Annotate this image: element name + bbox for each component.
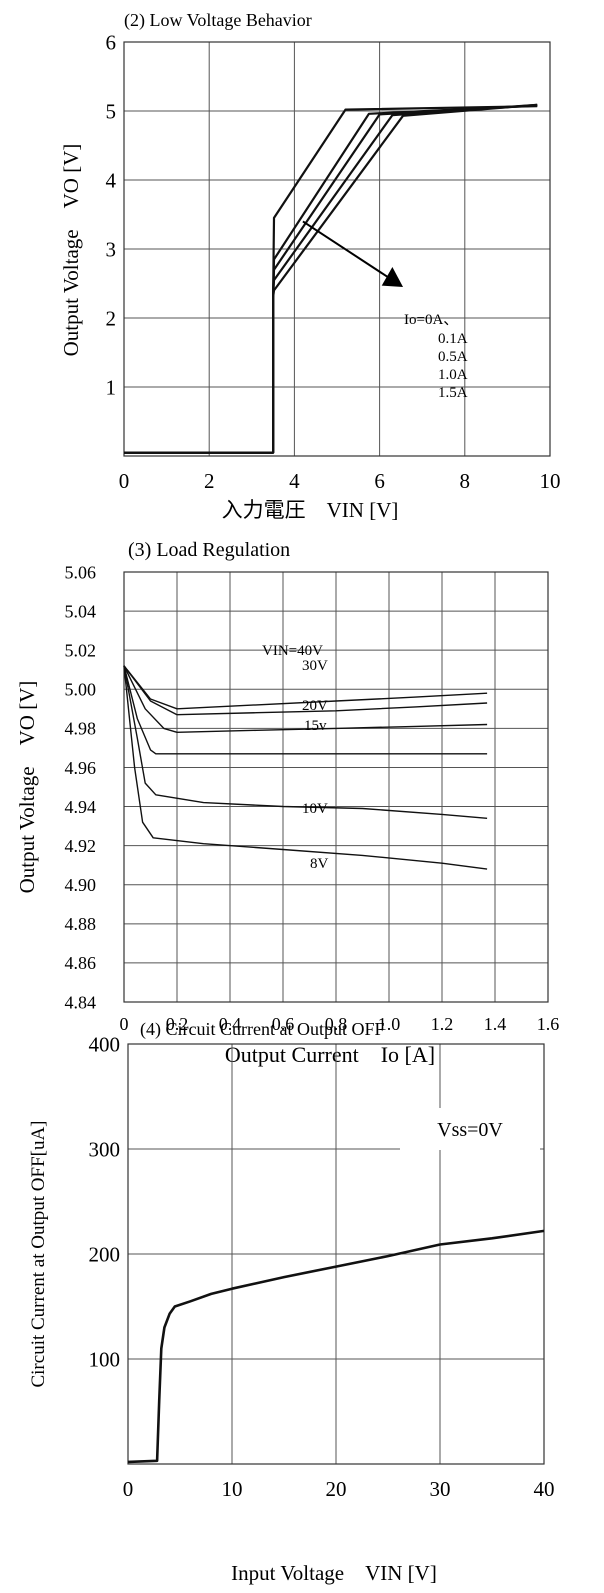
y-tick-label: 300: [89, 1137, 121, 1161]
x-tick-label: 40: [534, 1477, 555, 1501]
x-tick-label: 1.0: [378, 1014, 401, 1034]
x-tick-label: 1.6: [537, 1014, 560, 1034]
x-tick-label: 0.4: [219, 1014, 242, 1034]
y-tick-label: 4.94: [65, 797, 97, 817]
y-tick-label: 4.88: [65, 914, 97, 934]
series-line-15v: [123, 665, 488, 755]
y-axis-label: Circuit Current at Output OFF[uA]: [28, 1120, 49, 1387]
series-label: VIN=40V: [262, 643, 323, 659]
y-tick-label: 4.92: [65, 836, 97, 856]
x-axis-label: Output Current Io [A]: [225, 1042, 435, 1067]
chart-title: (3) Load Regulation: [128, 539, 290, 561]
series-label: 10V: [302, 801, 328, 817]
x-tick-label: 4: [289, 469, 300, 493]
y-axis-label: Output Voltage VO [V]: [15, 681, 39, 894]
series-label: 8V: [310, 856, 329, 872]
chart-circuit-current-output-off: 0 10 20 30 40 100 200 300 400 (4) Circuit Current…: [28, 1019, 555, 1585]
plot-frame: [123, 571, 549, 1003]
series-label: 20V: [302, 698, 328, 714]
y-tick-label: 6: [106, 30, 117, 54]
y-tick-label: 100: [89, 1347, 121, 1371]
load-current-label: 1.0A: [438, 367, 468, 383]
x-tick-label: 10: [540, 469, 561, 493]
y-tick-label: 4.98: [65, 719, 97, 739]
series-line-0.5A: [124, 104, 538, 454]
series-line-current: [127, 1229, 545, 1464]
load-current-label: Io=0A、: [404, 312, 458, 328]
y-tick-label: 4: [106, 168, 117, 192]
series-line-20V: [123, 665, 488, 733]
x-tick-label: 0: [120, 1014, 129, 1034]
x-axis-label: 入力電圧 VIN [V]: [222, 498, 399, 522]
x-tick-label: 0.8: [325, 1014, 348, 1034]
arrow-head: [381, 266, 404, 287]
x-tick-label: 2: [204, 469, 215, 493]
y-tick-label: 5.06: [65, 562, 97, 582]
load-current-label: 1.5A: [438, 385, 468, 401]
series-label: 30V: [302, 658, 328, 674]
x-tick-label: 8: [460, 469, 471, 493]
x-tick-label: 0: [119, 469, 130, 493]
y-tick-label: 4.84: [65, 992, 97, 1012]
chart-load-regulation: 0 0.2 0.4 0.6 0.8 1.0 1.2 1.4 1.6 4.84 4.86 4.88 4.9…: [15, 539, 559, 1067]
x-tick-label: 10: [222, 1477, 243, 1501]
plot-frame: [127, 1043, 545, 1465]
y-tick-label: 5.04: [65, 601, 97, 621]
x-tick-label: 1.2: [431, 1014, 454, 1034]
y-tick-label: 400: [89, 1032, 121, 1056]
series-label: 15v: [304, 718, 327, 734]
x-tick-label: 0.2: [166, 1014, 189, 1034]
load-current-label: 0.5A: [438, 349, 468, 365]
chart-title: (4) Circuit Current at Output OFF: [140, 1019, 384, 1040]
series-line-10V: [123, 665, 488, 819]
y-tick-label: 4.86: [65, 953, 97, 973]
y-tick-label: 5.00: [65, 680, 97, 700]
x-tick-label: 6: [374, 469, 385, 493]
x-tick-label: 0.6: [272, 1014, 295, 1034]
y-tick-label: 4.90: [65, 875, 97, 895]
y-tick-label: 4.96: [65, 758, 97, 778]
x-tick-label: 30: [430, 1477, 451, 1501]
y-tick-label: 3: [106, 237, 117, 261]
y-tick-label: 5.02: [65, 640, 97, 660]
series-line-0A: [124, 105, 538, 454]
y-tick-label: 2: [106, 306, 117, 330]
x-tick-label: 1.4: [484, 1014, 507, 1034]
series-line-30V: [123, 665, 488, 716]
x-axis-label: Input Voltage VIN [V]: [231, 1561, 437, 1585]
series-line-1.5A: [124, 103, 538, 454]
arrow-line: [302, 220, 393, 281]
y-tick-label: 1: [106, 375, 117, 399]
load-current-label: 0.1A: [438, 331, 468, 347]
plot-frame: [123, 41, 551, 457]
x-tick-label: 0: [123, 1477, 134, 1501]
chart-title: (2) Low Voltage Behavior: [124, 10, 312, 31]
y-tick-label: 5: [106, 99, 117, 123]
series-line-8V: [123, 665, 488, 870]
annotation-box: [400, 1108, 540, 1150]
series-line-VIN-40V: [123, 665, 488, 710]
y-tick-label: 200: [89, 1242, 121, 1266]
y-axis-label: Output Voltage VO [V]: [59, 144, 83, 357]
series-line-1.0A: [124, 103, 538, 454]
x-tick-label: 20: [326, 1477, 347, 1501]
vss-annotation: Vss=0V: [437, 1119, 503, 1141]
series-line-0.1A: [124, 104, 538, 454]
